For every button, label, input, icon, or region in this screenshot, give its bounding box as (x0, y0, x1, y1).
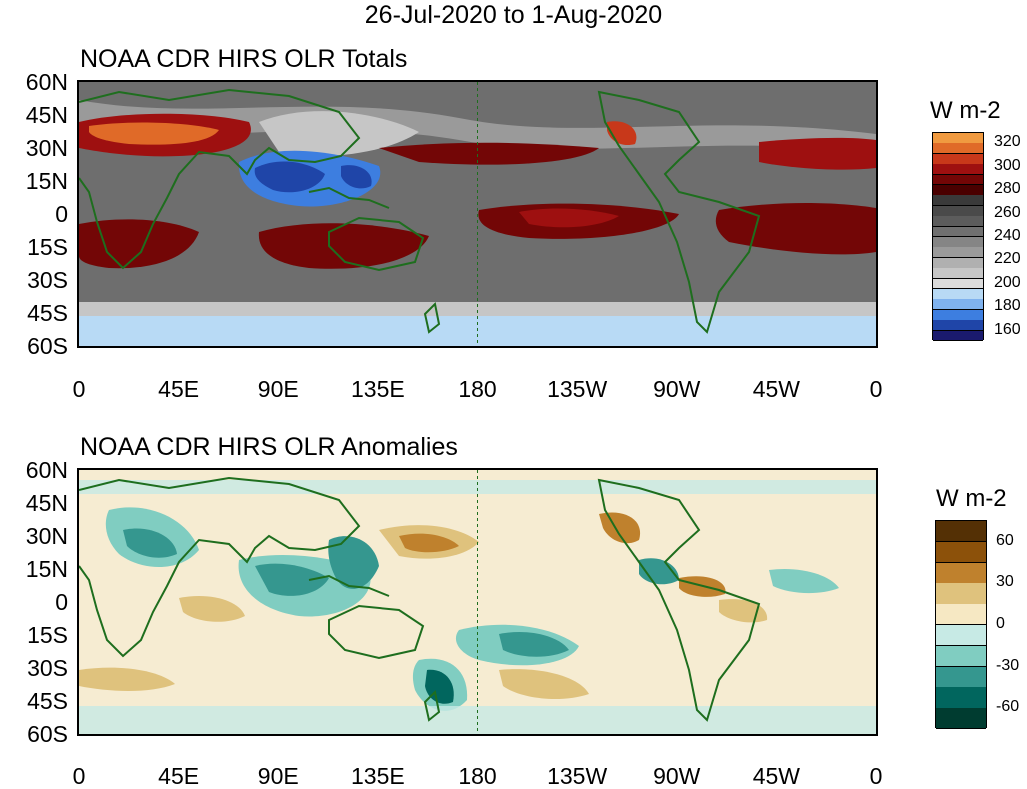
colorbar-label: 60 (996, 531, 1014, 549)
totals-coastlines (79, 88, 761, 334)
colorbar-swatch (933, 164, 983, 176)
anomalies-map-canvas (79, 470, 876, 734)
lat-tick-label: 30S (27, 267, 68, 293)
south-pacific-negative-anomaly (499, 631, 569, 657)
lat-tick-label: 0 (55, 201, 68, 227)
colorbar-label: 240 (994, 227, 1021, 244)
anomalies-coastlines (79, 476, 761, 722)
lat-tick-label: 30N (25, 523, 68, 549)
colorbar-swatch (933, 268, 983, 280)
lon-tick-label: 0 (72, 376, 86, 402)
lat-tick-label: 15N (25, 168, 68, 194)
lon-tick-label: 0 (869, 376, 883, 402)
colorbar-swatch (933, 278, 983, 290)
lon-tick-label: 180 (458, 763, 497, 789)
colorbar-label: 0 (996, 615, 1005, 632)
colorbar-swatch (933, 237, 983, 248)
colorbar-label: -30 (996, 656, 1020, 674)
lon-tick-label: 0 (72, 763, 86, 789)
colorbar-swatch (936, 645, 986, 668)
colorbar-swatch (933, 185, 983, 196)
lon-tick-label: 45W (752, 763, 801, 789)
lat-tick-label: 15N (25, 556, 68, 582)
anomalies-panel-title: NOAA CDR HIRS OLR Anomalies (80, 433, 458, 461)
colorbar-label: 220 (994, 250, 1021, 268)
lon-tick-label: 90E (257, 376, 299, 402)
anomalies-colorbar (935, 520, 987, 730)
lat-tick-label: 45S (27, 688, 68, 714)
colorbar-swatch (933, 330, 983, 342)
colorbar-label: 280 (994, 180, 1021, 198)
australia-high-olr (258, 223, 429, 269)
colorbar-swatch (933, 247, 983, 259)
north-america-positive-anomaly (599, 512, 641, 544)
colorbar-swatch (933, 289, 983, 300)
lat-tick-label: 30S (27, 655, 68, 681)
colorbar-swatch (933, 174, 983, 186)
lon-tick-label: 45E (158, 376, 200, 402)
colorbar-swatch (936, 583, 986, 605)
colorbar-label: 160 (994, 320, 1021, 338)
colorbar-swatch (933, 195, 983, 207)
colorbar-label: 180 (994, 297, 1021, 315)
lon-tick-label: 135E (351, 763, 405, 789)
colorbar-swatch (933, 226, 983, 238)
colorbar-swatch (933, 205, 983, 217)
lat-tick-label: 0 (55, 589, 68, 615)
lat-tick-label: 30N (25, 135, 68, 161)
colorbar-swatch (936, 708, 986, 730)
lat-tick-label: 15S (27, 234, 68, 260)
colorbar-swatch (936, 521, 986, 543)
lat-tick-label: 15S (27, 622, 68, 648)
lon-tick-label: 135E (351, 376, 405, 402)
lon-tick-label: 135W (547, 376, 608, 402)
anomalies-colorbar-title: W m-2 (936, 485, 1007, 512)
lon-tick-label: 0 (869, 763, 883, 789)
colorbar-label: 200 (994, 273, 1021, 291)
colorbar-swatch (933, 153, 983, 165)
totals-colorbar (932, 132, 984, 342)
lat-tick-label: 45N (25, 102, 68, 128)
colorbar-swatch (933, 309, 983, 321)
lat-tick-label: 60N (25, 457, 68, 483)
colorbar-label: -60 (996, 698, 1020, 716)
colorbar-swatch (936, 562, 986, 584)
colorbar-swatch (936, 666, 986, 688)
colorbar-label: 320 (994, 133, 1021, 151)
totals-map (77, 80, 878, 348)
colorbar-label: 300 (994, 156, 1021, 174)
lon-tick-label: 90E (257, 763, 299, 789)
lat-tick-label: 60N (25, 69, 68, 95)
colorbar-swatch (933, 257, 983, 269)
colorbar-label: 260 (994, 203, 1021, 221)
colorbar-swatch (933, 143, 983, 155)
anomalies-map (77, 468, 878, 736)
lon-tick-label: 90W (653, 763, 701, 789)
lat-tick-label: 60S (27, 721, 68, 747)
lat-tick-label: 45N (25, 490, 68, 516)
colorbar-swatch (933, 216, 983, 228)
totals-map-canvas (79, 82, 876, 346)
colorbar-swatch (933, 133, 983, 144)
lon-tick-label: 45W (752, 376, 801, 402)
totals-panel-title: NOAA CDR HIRS OLR Totals (80, 45, 408, 73)
lat-tick-label: 60S (27, 333, 68, 359)
west-pacific-negative-anomaly (328, 536, 379, 589)
colorbar-swatch (936, 541, 986, 564)
main-title: 26-Jul-2020 to 1-Aug-2020 (364, 1, 663, 29)
lat-tick-label: 45S (27, 300, 68, 326)
colorbar-label: 30 (996, 573, 1014, 591)
lon-tick-label: 45E (158, 763, 200, 789)
totals-colorbar-title: W m-2 (930, 97, 1001, 124)
colorbar-swatch (933, 320, 983, 332)
colorbar-swatch (936, 604, 986, 626)
colorbar-swatch (936, 687, 986, 709)
lon-tick-label: 90W (653, 376, 701, 402)
lon-tick-label: 135W (547, 763, 608, 789)
south-africa-high-olr (79, 219, 199, 269)
colorbar-swatch (936, 625, 986, 647)
lon-tick-label: 180 (458, 376, 497, 402)
colorbar-swatch (933, 299, 983, 311)
